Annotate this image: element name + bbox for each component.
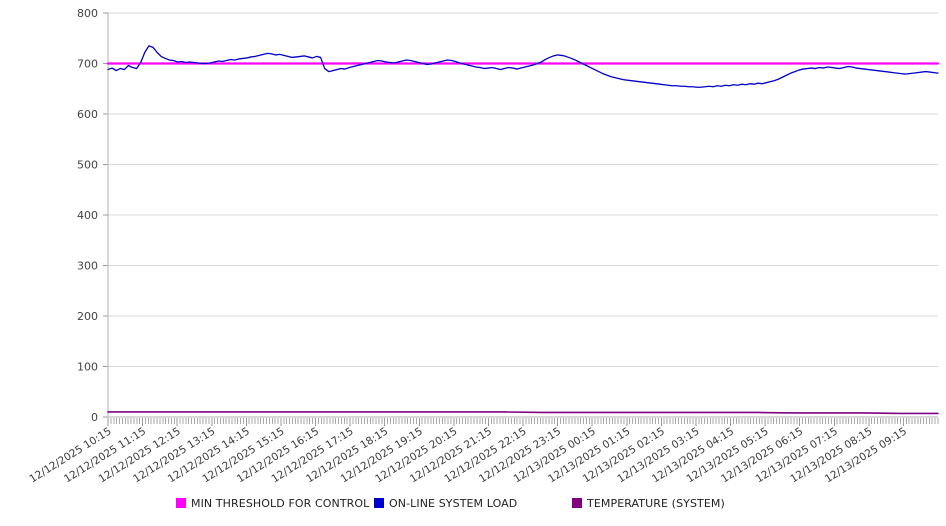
legend-swatch <box>374 498 384 508</box>
y-tick-label: 300 <box>77 260 98 273</box>
legend-label: ON-LINE SYSTEM LOAD <box>389 497 517 510</box>
y-tick-label: 100 <box>77 361 98 374</box>
y-tick-label: 200 <box>77 310 98 323</box>
legend-label: TEMPERATURE (SYSTEM) <box>586 497 725 510</box>
y-axis-group: 0 100 200 300 400 500 600 700 800 <box>77 7 938 424</box>
y-tick-label: 800 <box>77 7 98 20</box>
legend-swatch <box>572 498 582 508</box>
y-tick-label: 600 <box>77 108 98 121</box>
y-tick-label: 700 <box>77 58 98 71</box>
legend-swatch <box>176 498 186 508</box>
legend-group: MIN THRESHOLD FOR CONTROL ON-LINE SYSTEM … <box>176 497 725 510</box>
series-group <box>106 45 940 415</box>
y-tick-label: 400 <box>77 209 98 222</box>
temperature-line <box>107 411 939 415</box>
y-tick-label: 500 <box>77 159 98 172</box>
y-tick-label: 0 <box>91 411 98 424</box>
load-line <box>107 45 939 88</box>
legend-label: MIN THRESHOLD FOR CONTROL <box>191 497 370 510</box>
